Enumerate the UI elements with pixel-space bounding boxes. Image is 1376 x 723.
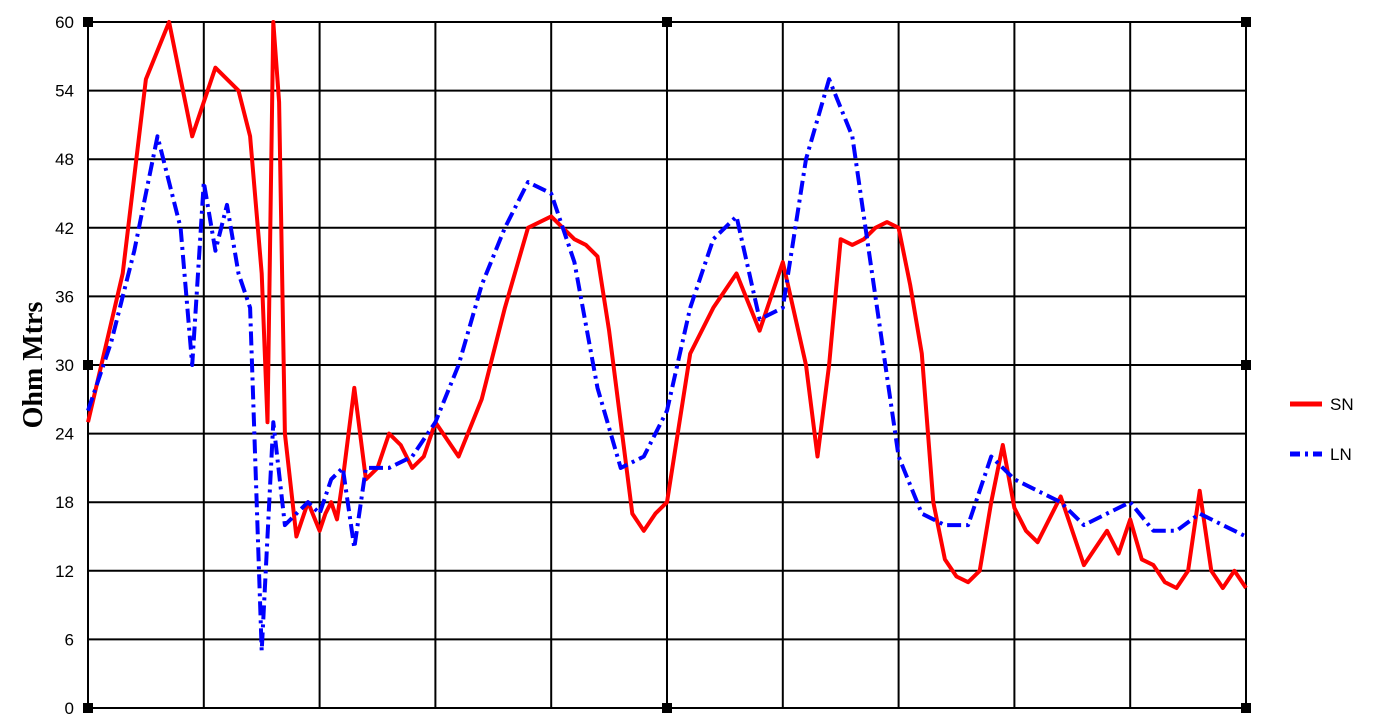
selection-handles [83,17,1251,713]
y-tick-labels: 0 6 12 18 24 30 36 42 48 54 60 [55,13,74,718]
selection-handle[interactable] [662,17,672,27]
selection-handle[interactable] [1241,360,1251,370]
y-axis-label: Ohm Mtrs [18,302,49,429]
legend-label-sn: SN [1330,395,1354,414]
selection-handle[interactable] [1241,17,1251,27]
y-tick-label: 18 [55,493,74,512]
y-tick-label: 0 [65,699,74,718]
series-line-ln [86,77,1247,653]
series-line-sn [86,20,1248,590]
selection-handle[interactable] [662,703,672,713]
y-tick-label: 24 [55,425,74,444]
y-tick-label: 48 [55,150,74,169]
y-tick-label: 12 [55,562,74,581]
y-tick-label: 30 [55,356,74,375]
gridlines [87,21,1247,709]
y-tick-label: 60 [55,13,74,32]
legend-label-ln: LN [1330,445,1352,464]
y-tick-label: 54 [55,82,74,101]
y-tick-label: 36 [55,287,74,306]
selection-handle[interactable] [1241,703,1251,713]
selection-handle[interactable] [83,17,93,27]
series-lines [86,20,1248,653]
y-tick-label: 6 [65,630,74,649]
y-tick-label: 42 [55,219,74,238]
selection-handle[interactable] [83,703,93,713]
selection-handle[interactable] [83,360,93,370]
legend: SN LN [1290,395,1354,464]
